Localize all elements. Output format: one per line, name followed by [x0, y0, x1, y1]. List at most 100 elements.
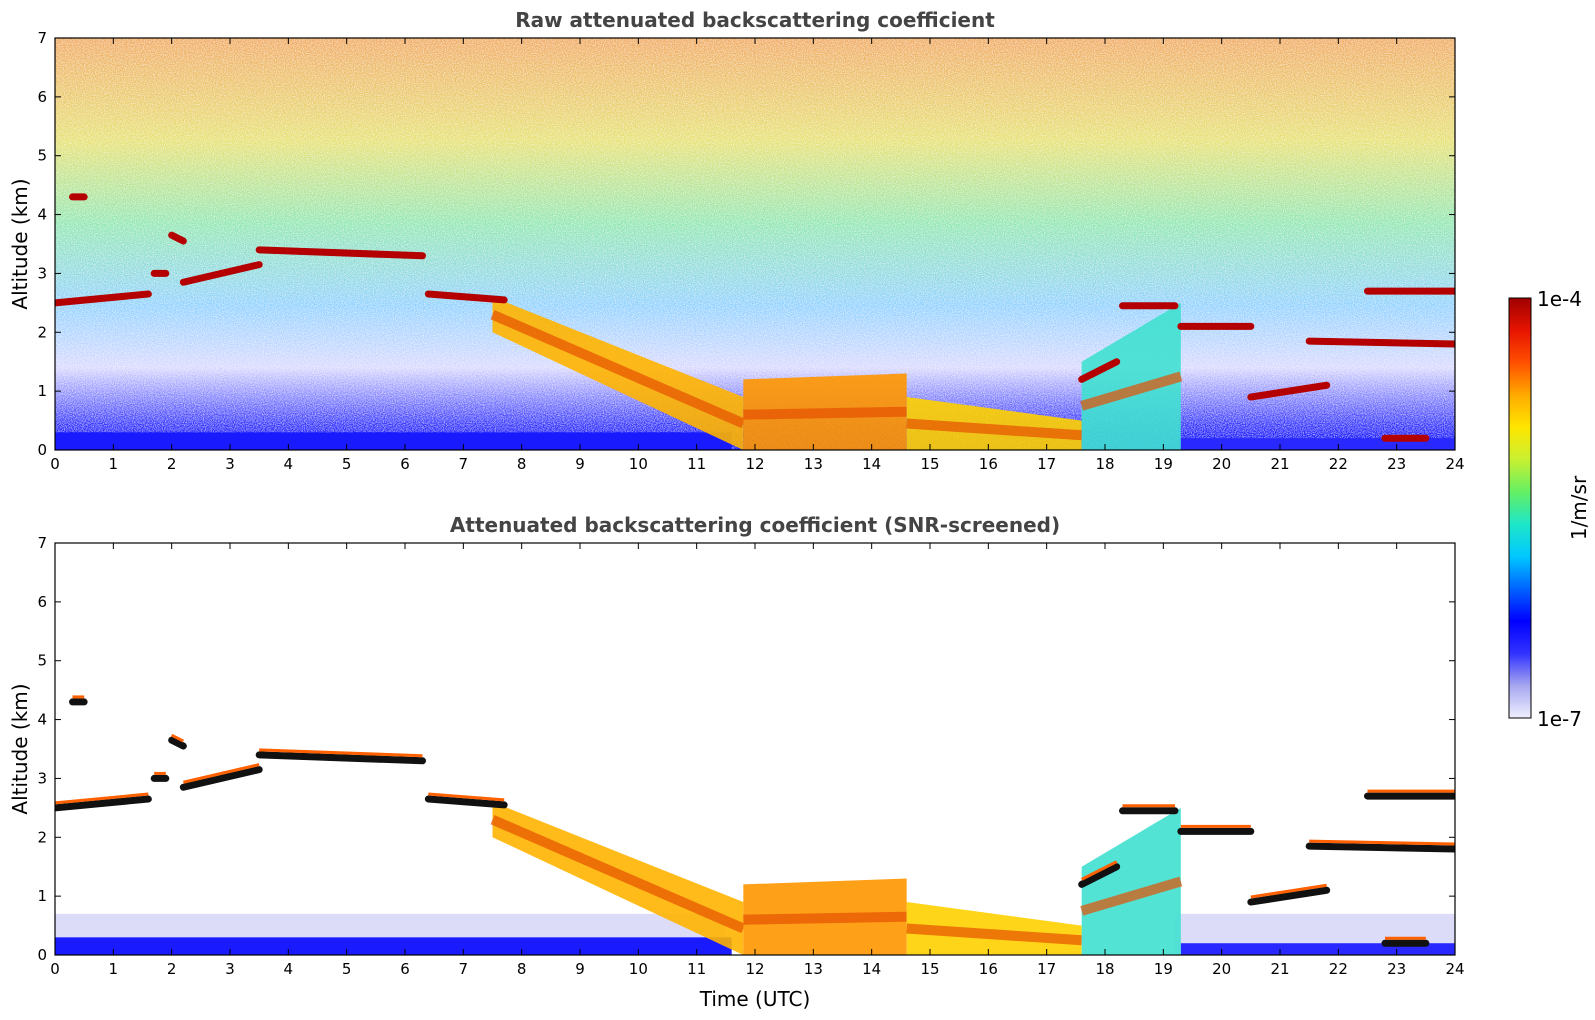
cloud-layer-edge	[182, 763, 260, 784]
x-tick-label: 13	[804, 455, 823, 473]
cloud-layer	[1305, 337, 1455, 348]
x-tick-label: 17	[1037, 455, 1056, 473]
x-tick-label: 22	[1329, 455, 1348, 473]
x-tick-label: 1	[109, 960, 119, 978]
colorbar: 1e-4 1e-7 1/m/sr	[1508, 287, 1591, 731]
y-tick-label: 4	[37, 206, 47, 224]
y-tick-label: 1	[37, 382, 47, 400]
x-tick-label: 17	[1037, 960, 1056, 978]
x-axis-label: Time (UTC)	[699, 987, 811, 1011]
x-tick-label: 6	[400, 960, 410, 978]
boundary-layer	[1180, 438, 1455, 450]
panel-raw: Raw attenuated backscattering coefficien…	[8, 8, 1465, 473]
x-tick-label: 24	[1445, 960, 1464, 978]
boundary-layer	[55, 937, 732, 955]
aerosol-plume	[1081, 302, 1181, 450]
cloud-layer	[55, 795, 152, 812]
boundary-layer	[55, 432, 732, 450]
cloud-layer	[55, 290, 152, 307]
cloud-layer	[168, 736, 187, 750]
cloud-layer-edge	[1080, 860, 1118, 881]
x-tick-label: 0	[50, 960, 60, 978]
x-tick-label: 8	[517, 455, 527, 473]
x-tick-label: 20	[1212, 455, 1231, 473]
x-tick-label: 0	[50, 455, 60, 473]
y-tick-label: 3	[37, 769, 47, 787]
x-tick-label: 7	[459, 960, 469, 978]
x-tick-label: 3	[225, 455, 235, 473]
y-tick-label: 0	[37, 946, 47, 964]
x-tick-label: 5	[342, 960, 352, 978]
x-tick-label: 16	[979, 960, 998, 978]
plume-core	[906, 923, 1083, 946]
y-tick-label: 1	[37, 887, 47, 905]
x-tick-label: 1	[109, 455, 119, 473]
x-tick-label: 10	[629, 960, 648, 978]
cloud-layer-edge	[259, 748, 423, 758]
cloud-layer	[1247, 886, 1331, 906]
panel-screened: Attenuated backscattering coefficient (S…	[8, 513, 1465, 1011]
x-tick-label: 22	[1329, 960, 1348, 978]
x-tick-label: 11	[687, 960, 706, 978]
x-tick-label: 12	[745, 455, 764, 473]
y-tick-label: 6	[37, 88, 47, 106]
x-tick-label: 21	[1270, 960, 1289, 978]
y-tick-label: 7	[37, 29, 47, 47]
cloud-layer	[424, 795, 508, 809]
x-tick-label: 19	[1154, 960, 1173, 978]
x-tick-label: 2	[167, 455, 177, 473]
x-tick-label: 19	[1154, 455, 1173, 473]
boundary-layer	[1180, 943, 1455, 955]
x-tick-label: 21	[1270, 455, 1289, 473]
panel-screened-title: Attenuated backscattering coefficient (S…	[450, 513, 1060, 537]
x-tick-label: 23	[1387, 455, 1406, 473]
x-tick-label: 8	[517, 960, 527, 978]
x-tick-label: 14	[862, 455, 881, 473]
x-tick-label: 10	[629, 455, 648, 473]
x-tick-label: 24	[1445, 455, 1464, 473]
x-tick-label: 13	[804, 960, 823, 978]
cloud-layer	[255, 751, 426, 765]
x-tick-label: 9	[575, 960, 585, 978]
cloud-layer-edge	[428, 792, 505, 802]
colorbar-min-label: 1e-7	[1537, 707, 1582, 731]
panel-raw-title: Raw attenuated backscattering coefficien…	[515, 8, 995, 32]
x-tick-label: 23	[1387, 960, 1406, 978]
plume-core	[1080, 371, 1183, 411]
plume-core	[490, 815, 746, 934]
x-tick-label: 7	[459, 455, 469, 473]
x-tick-label: 5	[342, 455, 352, 473]
cloud-layer	[168, 231, 187, 245]
y-tick-label: 2	[37, 828, 47, 846]
x-tick-label: 18	[1095, 960, 1114, 978]
y-ticks-screened: 0 1 2 3 4 5 6 7	[37, 534, 1455, 964]
x-tick-label: 3	[225, 960, 235, 978]
x-ticks-screened: 0 1 2 3 4 5 6 7 8 9 10 11 12 13 14 15 16 17 18 19 20 21 22 23 24	[50, 543, 1465, 978]
y-tick-label: 6	[37, 593, 47, 611]
y-tick-label: 4	[37, 711, 47, 729]
x-tick-label: 15	[920, 455, 939, 473]
y-tick-label: 3	[37, 264, 47, 282]
cloud-layer	[1078, 358, 1121, 383]
plume-core	[743, 911, 907, 925]
x-tick-label: 12	[745, 960, 764, 978]
cloud-layer	[1305, 842, 1455, 853]
y-tick-label: 7	[37, 534, 47, 552]
cloud-layer	[424, 290, 508, 304]
x-ticks-raw: 0 1 2 3 4 5 6 7 8 9 10 11 12 13 14 15 16 17 18 19 20 21 22 23 24	[50, 38, 1465, 473]
y-tick-label: 2	[37, 323, 47, 341]
colorbar-max-label: 1e-4	[1537, 287, 1582, 311]
cloud-layer-edge	[170, 733, 185, 743]
cloud-layer	[179, 261, 263, 286]
heatmap-screened	[55, 543, 1455, 955]
x-tick-label: 14	[862, 960, 881, 978]
x-tick-label: 9	[575, 455, 585, 473]
x-tick-label: 4	[284, 960, 294, 978]
y-axis-label-screened: Altitude (km)	[8, 683, 32, 814]
x-tick-label: 4	[284, 455, 294, 473]
plume-core	[1080, 876, 1183, 916]
y-ticks-raw: 0 1 2 3 4 5 6 7	[37, 29, 1455, 459]
plume-core	[743, 406, 907, 420]
cloud-layer	[255, 246, 426, 260]
